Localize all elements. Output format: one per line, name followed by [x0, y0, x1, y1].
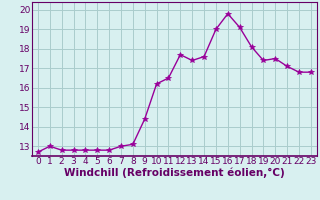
- X-axis label: Windchill (Refroidissement éolien,°C): Windchill (Refroidissement éolien,°C): [64, 168, 285, 178]
